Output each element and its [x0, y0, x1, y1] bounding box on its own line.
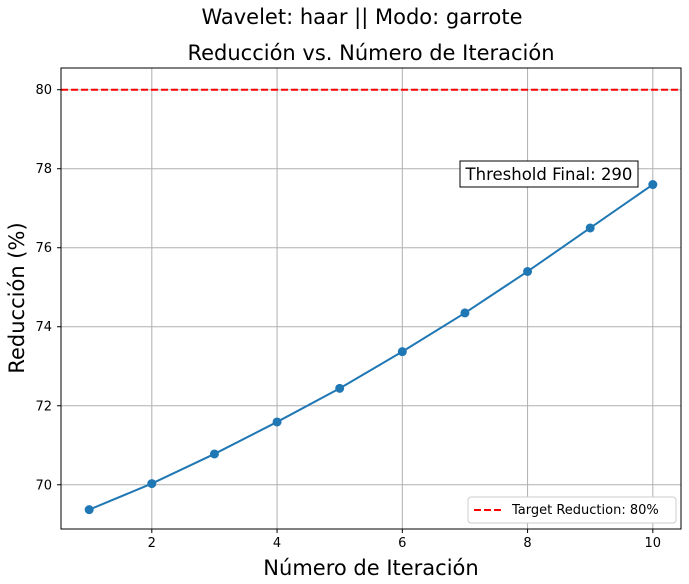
y-tick-label: 80	[35, 83, 52, 98]
legend-label-target-reduction: Target Reduction: 80%	[511, 503, 659, 518]
chart-suptitle: Wavelet: haar || Modo: garrote	[201, 5, 522, 30]
y-axis-label: Reducción (%)	[5, 222, 29, 373]
annotation-box	[459, 160, 639, 188]
data-point	[84, 505, 94, 515]
annotation-text: Threshold Final: 290	[465, 165, 633, 184]
y-tick-label: 74	[35, 320, 52, 335]
data-point	[523, 266, 533, 276]
data-point	[147, 479, 157, 489]
data-point	[272, 417, 282, 427]
plot-frame	[60, 67, 682, 530]
x-tick-label: 4	[273, 536, 281, 551]
x-axis-label: Número de Iteración	[263, 556, 478, 580]
y-tick-label: 76	[35, 241, 52, 256]
legend: Target Reduction: 80%	[467, 496, 677, 524]
series-group	[84, 180, 658, 515]
x-tick-label: 6	[398, 536, 406, 551]
data-point	[209, 449, 219, 459]
y-tick-label: 78	[35, 162, 52, 177]
data-point	[335, 383, 345, 393]
x-tick-label: 10	[645, 536, 662, 551]
data-point	[397, 347, 407, 357]
x-tick-label: 2	[148, 536, 156, 551]
ticks-group: 2 4 6 8 10 70 72 74 76 78 80	[35, 83, 661, 551]
x-tick-label: 8	[523, 536, 531, 551]
legend-frame	[467, 496, 677, 524]
y-tick-label: 70	[35, 478, 52, 493]
data-point	[585, 223, 595, 233]
series-line	[88, 183, 654, 511]
annotation: Threshold Final: 290	[459, 160, 639, 188]
y-tick-label: 72	[35, 399, 52, 414]
chart-title: Reducción vs. Número de Iteración	[187, 41, 554, 65]
data-point	[460, 308, 470, 318]
grid	[61, 68, 681, 529]
data-point	[648, 180, 658, 190]
